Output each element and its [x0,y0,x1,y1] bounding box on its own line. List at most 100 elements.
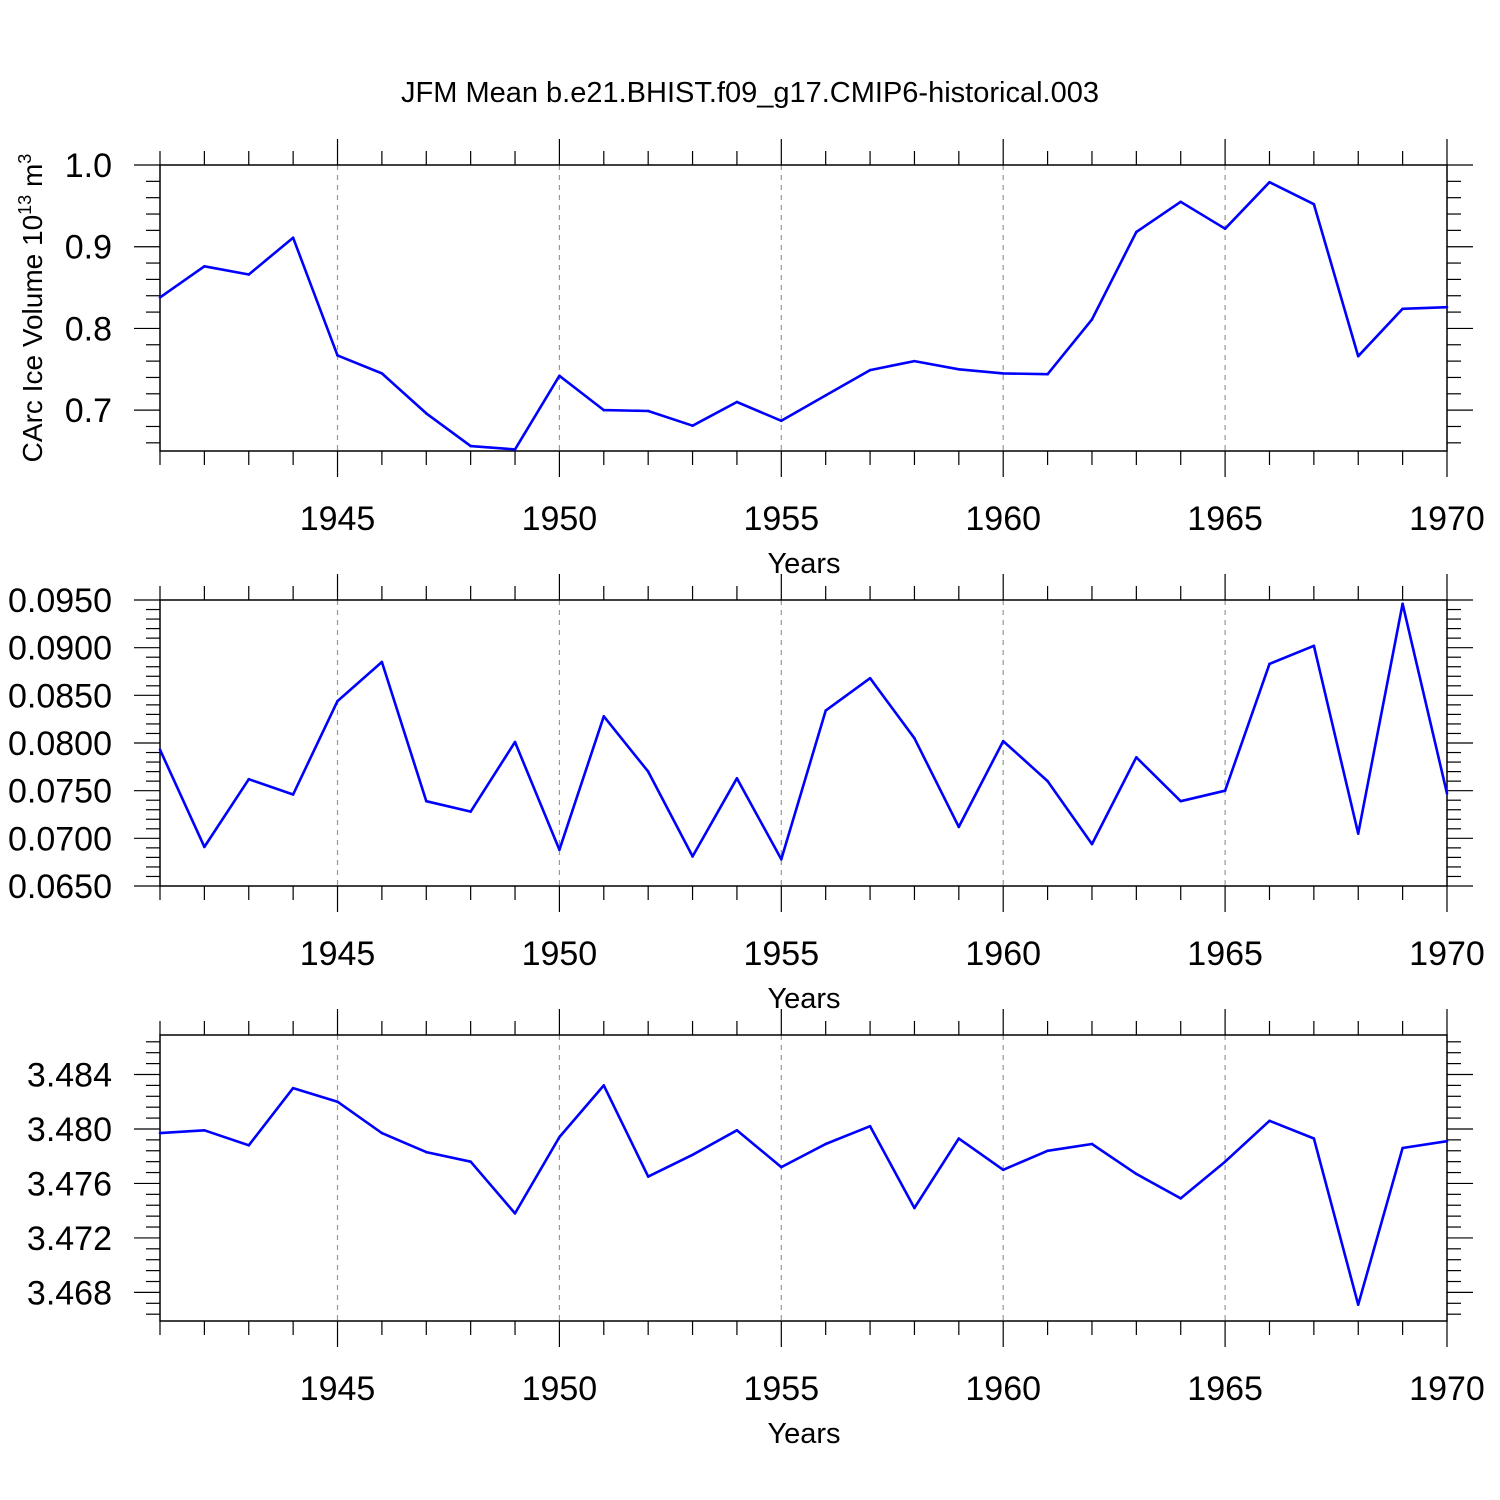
data-point [291,236,295,240]
y-tick-label: 0.0850 [8,677,112,715]
panel-3: 1945 1950 1955 1960 1965 1970 3.468 3.472 3.476 3… [27,1009,1485,1450]
panel-2: 1945 1950 1955 1960 1965 1970 0.0650 0.0700 0.07… [8,574,1485,1015]
data-point [691,1153,694,1157]
data-point [336,1100,339,1104]
data-point [1445,1139,1449,1143]
x-axis-label: Years [767,548,840,580]
data-point [868,676,872,680]
y-axis-label-base: 10 [17,215,48,246]
y-axis-label-unit: m [17,164,48,195]
x-tick-label: 1945 [300,935,376,973]
x-tick-label: 1960 [965,1370,1041,1408]
y-tick-label: 0.0650 [8,868,112,906]
x-tick-label: 1970 [1409,500,1485,538]
data-point [1223,227,1227,231]
panel-1: 1945 1950 1955 1960 1965 1970 0.7 0.8 0.9 1.0 Year… [15,139,1485,580]
data-point [513,1212,517,1215]
data-point [957,825,961,829]
data-point [158,748,162,751]
data-point [780,419,783,423]
data-point [513,448,517,451]
data-point [735,1129,739,1132]
data-point [1445,792,1449,795]
data-point [558,848,561,852]
data-point [203,1129,206,1132]
x-tick-label: 1960 [965,500,1041,538]
data-point [1001,372,1005,375]
x-tick-label: 1965 [1187,500,1263,538]
y-axis-label-exponent: 13 [15,195,35,215]
y-axis-label-unit-power: 3 [15,154,35,164]
data-point [1312,644,1316,648]
y-tick-label: 3.484 [27,1056,112,1094]
data-point [203,265,206,268]
data-point [247,1144,251,1147]
data-point [1356,832,1360,835]
data-point [691,855,694,858]
figure-title: JFM Mean b.e21.BHIST.f09_g17.CMIP6-histo… [401,77,1099,109]
data-point [1001,1168,1005,1172]
y-tick-label: 0.9 [65,229,112,267]
data-point [1223,789,1227,792]
data-point [1356,1303,1360,1306]
data-point [558,374,561,378]
data-point [1001,739,1005,743]
y-tick-label: 0.7 [65,392,112,430]
x-tick-label: 1950 [522,935,598,973]
data-point [1179,799,1183,803]
y-axis-label: CArc Ice Volume 1013 m3 [15,154,48,463]
data-point [1090,1142,1094,1146]
data-point [469,1160,472,1163]
y-tick-label: 0.0900 [8,630,112,668]
data-point [469,810,472,813]
y-tick-label: 3.468 [27,1274,112,1312]
y-tick-label: 3.476 [27,1165,112,1203]
data-point [247,273,251,276]
data-point [1046,372,1049,376]
series-line [159,1084,1448,1306]
data-point [913,736,916,740]
data-point [691,424,694,427]
data-point [1179,1197,1183,1200]
data-point [424,1150,428,1154]
x-tick-label: 1955 [743,935,819,973]
data-point [913,1206,916,1210]
x-tick-label: 1945 [300,500,376,538]
y-tick-label: 3.472 [27,1220,112,1258]
data-point [1312,1137,1316,1140]
data-point [646,770,650,773]
data-point [1268,1119,1271,1123]
data-point [824,709,827,712]
data-point [1090,318,1094,321]
data-point [1223,1160,1227,1163]
x-tick-label: 1955 [743,1370,819,1408]
series-line [158,602,1449,861]
data-point [1179,200,1183,204]
data-point [513,740,517,744]
panels-container: 1945 1950 1955 1960 1965 1970 0.7 0.8 0.9 1.0 Year… [8,139,1485,1450]
y-axis-label-text: CArc Ice Volume [17,246,48,462]
x-tick-label: 1965 [1187,935,1263,973]
data-point [380,1131,384,1135]
plot-frame [159,599,1448,887]
data-point [291,1086,295,1090]
data-point [424,412,428,415]
data-point [558,1135,561,1139]
x-tick-label: 1950 [522,500,598,538]
data-point [646,409,650,413]
data-point [957,1137,961,1140]
plot-frame [159,1034,1448,1322]
data-point [158,296,162,299]
data-point [203,845,206,849]
data-point [1090,842,1094,846]
data-point [336,699,339,703]
data-point [1356,354,1360,358]
data-point [868,1124,872,1128]
data-point [380,372,384,375]
data-point [824,394,827,397]
y-tick-label: 0.0750 [8,773,112,811]
data-point [1268,662,1271,666]
y-tick-label: 0.8 [65,310,112,348]
data-point [646,1175,650,1178]
